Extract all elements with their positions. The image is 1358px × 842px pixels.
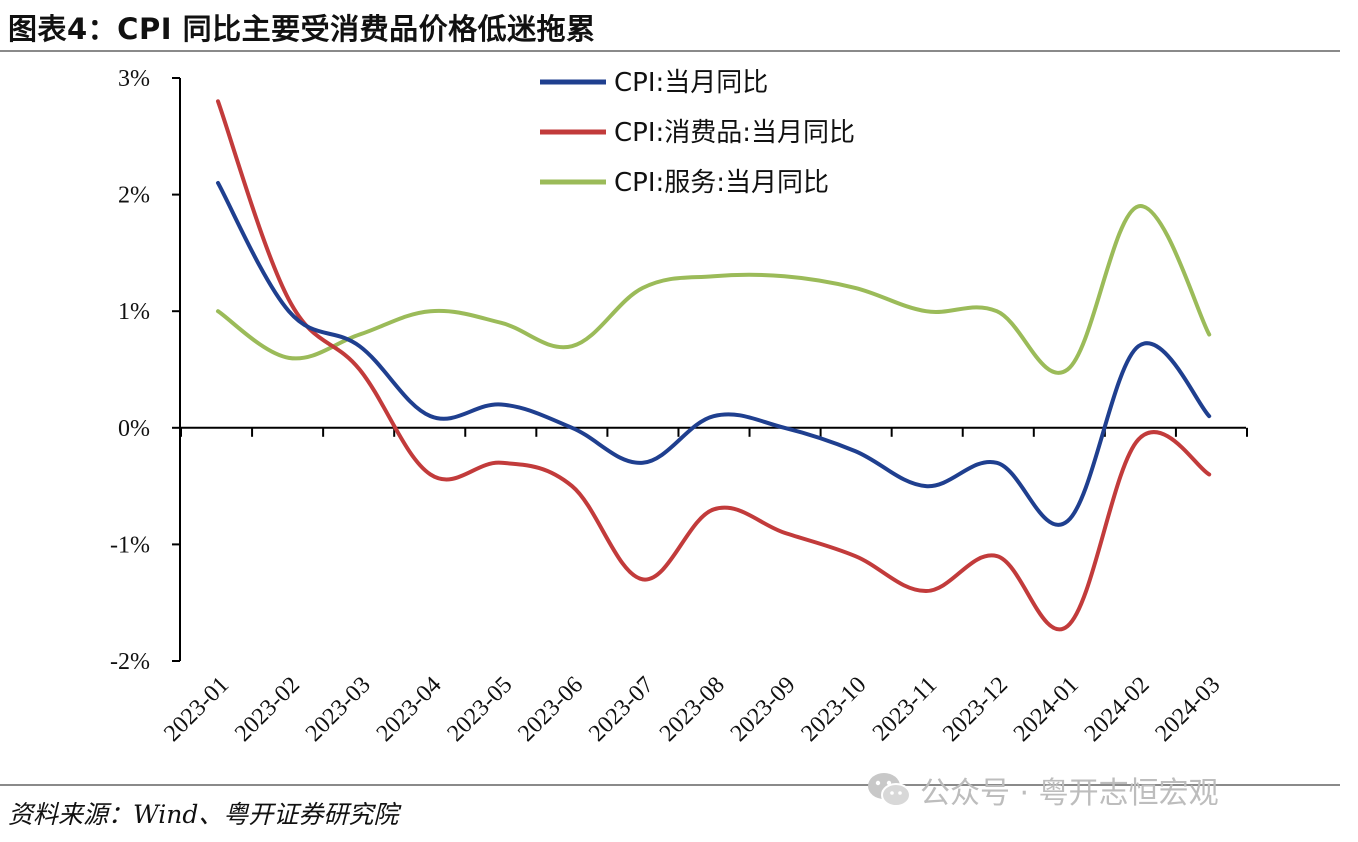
x-tick-label-6: 2023-07 [584,672,659,747]
x-tick-label-1: 2023-02 [230,672,305,747]
series-line-2 [216,204,1212,375]
x-tick-label-9: 2023-10 [796,672,871,747]
x-tick-label-14: 2024-03 [1150,672,1225,747]
legend-label-1: CPI:消费品:当月同比 [614,118,855,148]
y-tick-label-3: 0% [118,416,150,442]
x-tick-label-3: 2023-04 [372,672,447,747]
x-tick-label-8: 2023-09 [726,672,801,747]
top-divider [0,50,1340,52]
y-tick-label-4: -1% [110,532,150,558]
x-tick-label-4: 2023-05 [442,672,517,747]
y-tick-label-2: 1% [118,299,150,325]
x-tick-label-0: 2023-01 [159,672,234,747]
x-tick-label-10: 2023-11 [868,672,942,746]
chart-title: 图表4：CPI 同比主要受消费品价格低迷拖累 [8,12,596,46]
wechat-icon [868,773,911,807]
watermark-text: 公众号 · 粤开志恒宏观 [920,776,1219,811]
x-tick-label-5: 2023-06 [513,672,588,747]
legend-label-0: CPI:当月同比 [614,68,768,98]
x-tick-label-2: 2023-03 [301,672,376,747]
source-note: 资料来源：Wind、粤开证券研究院 [8,800,399,829]
series-line-1 [216,99,1212,632]
chart-legend: CPI:当月同比 CPI:消费品:当月同比 CPI:服务:当月同比 [540,68,855,198]
y-tick-label-1: 2% [118,183,150,209]
y-tick-label-0: 3% [118,66,150,92]
x-axis-labels: 2023-012023-022023-032023-042023-052023-… [159,672,1225,747]
legend-label-2: CPI:服务:当月同比 [614,168,829,198]
series-lines [216,99,1212,632]
x-tick-label-13: 2024-02 [1080,672,1155,747]
y-tick-label-5: -2% [110,649,150,675]
chart-axes [172,77,1248,662]
bottom-divider [0,784,1340,786]
y-axis-labels: 3% 2% 1% 0% -1% -2% [110,66,150,675]
line-chart: 3%2%1%0%-1%-2% 2023-012023-022023-032023… [110,66,1248,747]
x-tick-label-7: 2023-08 [655,672,730,747]
watermark: 公众号 · 粤开志恒宏观 [866,768,1219,812]
series-line-0 [216,180,1212,527]
x-tick-label-11: 2023-12 [938,672,1013,747]
x-tick-label-12: 2024-01 [1009,672,1084,747]
